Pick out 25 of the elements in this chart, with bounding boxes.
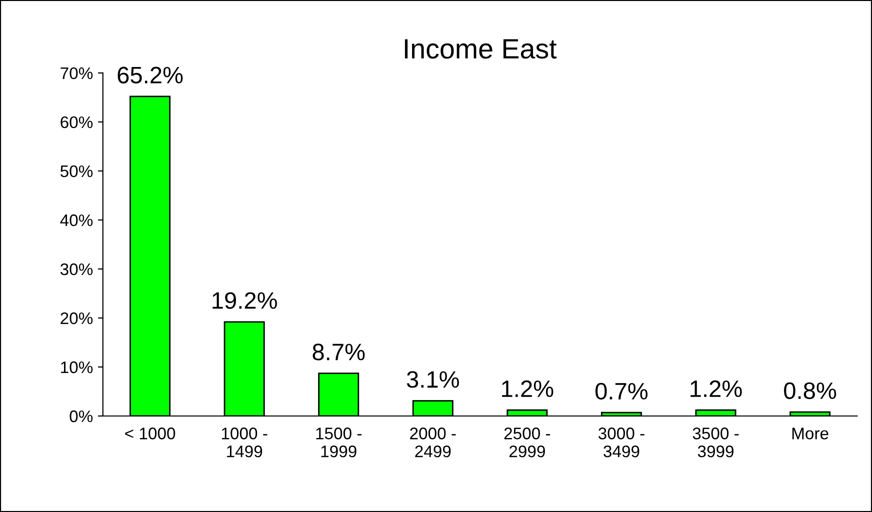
data-label: 1.2%: [690, 380, 742, 398]
data-label: 8.7%: [312, 344, 365, 360]
x-tick-label: 1500 - 1999: [316, 428, 362, 458]
data-label: 65.2%: [118, 66, 183, 84]
x-tick-label: 2500 - 2999: [504, 428, 550, 458]
y-tick-label: 60%: [60, 116, 93, 128]
y-tick-label: 20%: [60, 312, 93, 324]
data-label: 0.7%: [595, 382, 648, 400]
y-tick-label: 10%: [61, 361, 93, 374]
data-label: 1.2%: [502, 380, 554, 398]
y-tick-label: 40%: [60, 214, 93, 226]
x-tick-label: 3000 - 3499: [598, 428, 644, 458]
x-tick-label: 2000 - 2499: [410, 428, 456, 458]
data-label: 0.8%: [784, 382, 836, 400]
x-tick-label: More: [792, 428, 828, 440]
y-tick-label: 30%: [60, 263, 93, 276]
data-label: 3.1%: [406, 371, 459, 388]
y-tick-label: 70%: [60, 67, 93, 80]
chart-title: Income East: [404, 39, 557, 59]
y-tick-label: 50%: [60, 165, 93, 178]
x-tick-label: < 1000: [125, 428, 176, 440]
x-tick-label: 3500 - 3999: [692, 428, 739, 458]
y-tick-label: 0%: [70, 410, 93, 422]
x-tick-label: 1000 - 1499: [222, 428, 268, 458]
data-label: 19.2%: [212, 292, 277, 309]
